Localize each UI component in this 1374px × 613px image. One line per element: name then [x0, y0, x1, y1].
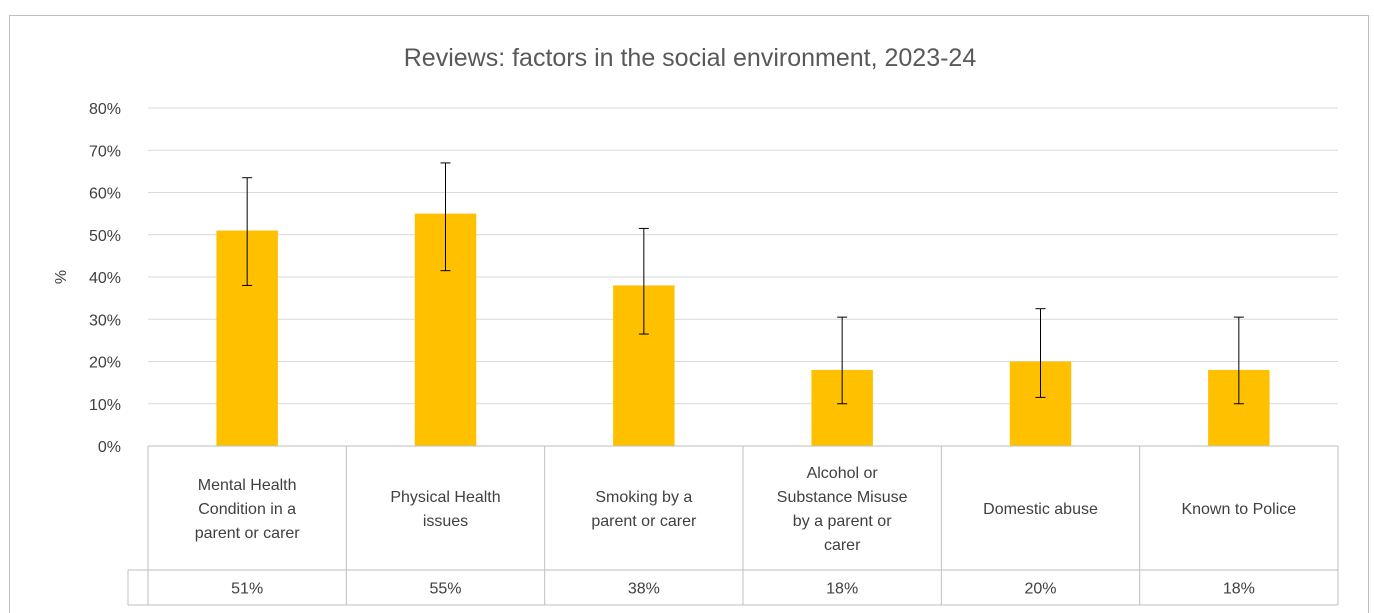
category-label: Domestic abuse — [983, 501, 1098, 518]
bars — [216, 213, 1270, 446]
chart-frame — [9, 15, 1369, 613]
y-tick-label: 80% — [89, 101, 121, 118]
category-label: Alcohol or — [807, 465, 879, 482]
y-tick-label: 50% — [89, 228, 121, 245]
y-tick-label: 0% — [98, 439, 121, 456]
y-axis-ticks: 0% 10% 20% 30% 40% 50% 60% 70% 80% — [89, 101, 121, 456]
category-label: by a parent or — [793, 513, 892, 530]
category-label: issues — [423, 513, 468, 530]
gridlines — [148, 107, 1338, 405]
category-label: carer — [824, 537, 861, 554]
y-tick-label: 10% — [89, 397, 121, 414]
data-label: 18% — [1223, 581, 1255, 598]
data-label: 55% — [429, 581, 461, 598]
y-tick-label: 30% — [89, 312, 121, 329]
category-label: Physical Health — [390, 489, 500, 506]
chart-title: Reviews: factors in the social environme… — [404, 44, 977, 72]
category-label: parent or carer — [195, 525, 301, 542]
data-label: 20% — [1024, 581, 1056, 598]
category-label: Mental Health — [198, 477, 297, 494]
error-bars — [242, 162, 1244, 405]
category-label: Substance Misuse — [777, 489, 908, 506]
category-label: parent or carer — [591, 513, 697, 530]
category-label: Known to Police — [1181, 501, 1296, 518]
category-label: Condition in a — [198, 501, 296, 518]
data-label: 51% — [231, 581, 263, 598]
data-label: 38% — [628, 581, 660, 598]
y-tick-label: 20% — [89, 355, 121, 372]
y-tick-label: 60% — [89, 186, 121, 203]
data-table: Mental Health Condition in a parent or car… — [127, 445, 1339, 606]
y-tick-label: 40% — [89, 270, 121, 287]
y-tick-label: 70% — [89, 143, 121, 160]
category-label: Smoking by a — [595, 489, 692, 506]
y-axis-label: % — [53, 270, 70, 284]
data-label: 18% — [826, 581, 858, 598]
